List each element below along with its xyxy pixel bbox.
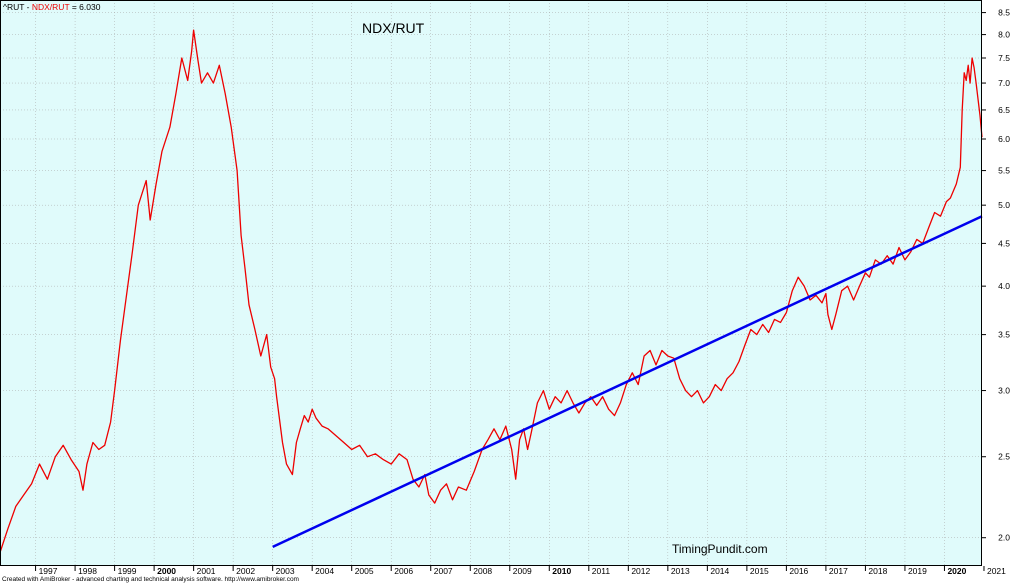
x-tick-label: 2017 [829,566,848,576]
x-tick-label: 2010 [552,566,571,576]
legend-prefix: ^RUT - [3,2,32,12]
x-tick-label: 2018 [868,566,887,576]
ndx-rut-series-line [0,29,983,553]
x-tick-label: 2019 [908,566,927,576]
y-tick-label: 3.5 [998,330,1010,340]
x-tick-label: 2006 [394,566,413,576]
x-tick-label: 2007 [434,566,453,576]
y-tick-label: 6.5 [998,105,1010,115]
x-tick-label: 2001 [197,566,216,576]
y-tick-label: 5.5 [998,166,1010,176]
plot-frame [0,0,982,566]
legend-series-label: NDX/RUT [32,2,70,12]
y-tick-label: 2.0 [998,533,1010,543]
x-tick-label: 2008 [473,566,492,576]
y-tick-label: 5.0 [998,200,1010,210]
x-tick-label: 2011 [592,566,611,576]
legend-value: = 6.030 [69,2,100,12]
x-tick-label: 2020 [947,566,966,576]
x-tick-label: 2013 [671,566,690,576]
y-tick-label: 4.5 [998,238,1010,248]
x-tick-label: 1998 [78,566,97,576]
x-tick-label: 2005 [355,566,374,576]
y-tick-label: 6.0 [998,134,1010,144]
y-tick-label: 2.5 [998,452,1010,462]
chart-title: NDX/RUT [362,20,425,36]
x-tick-label: 2015 [750,566,769,576]
x-tick-label: 2021 [987,566,1006,576]
x-tick-label: 2016 [789,566,808,576]
legend-line: ^RUT - NDX/RUT = 6.030 [3,2,101,12]
y-tick-label: 3.0 [998,386,1010,396]
x-tick-label: 2002 [236,566,255,576]
y-tick-label: 7.0 [998,78,1010,88]
x-tick-label: 1999 [118,566,137,576]
x-tick-label: 2004 [315,566,334,576]
y-axis: 2.0 2.5 3.0 3.5 4.0 4.5 5.0 5.5 6.0 6.5 7.0 7.5 8.0 8… [982,8,1010,543]
x-tick-label: 1997 [39,566,58,576]
x-tick-label: 2009 [513,566,532,576]
y-tick-label: 4.0 [998,281,1010,291]
y-tick-label: 7.5 [998,53,1010,63]
y-tick-label: 8.5 [998,8,1010,18]
x-tick-label: 2012 [631,566,650,576]
x-tick-label: 2003 [276,566,295,576]
grid-lines [0,0,982,566]
x-tick-label: 2000 [157,566,176,576]
watermark-text: TimingPundit.com [672,542,768,556]
y-tick-label: 8.0 [998,30,1010,40]
series-layer [0,29,983,553]
x-tick-label: 2014 [710,566,729,576]
x-axis: 1997 1998 1999 2000 2001 2002 2003 2004 2005 2006… [35,566,1006,576]
plot-background [0,0,982,566]
trendline [272,215,983,549]
credit-text: Created with AmiBroker - advanced charti… [2,576,299,583]
